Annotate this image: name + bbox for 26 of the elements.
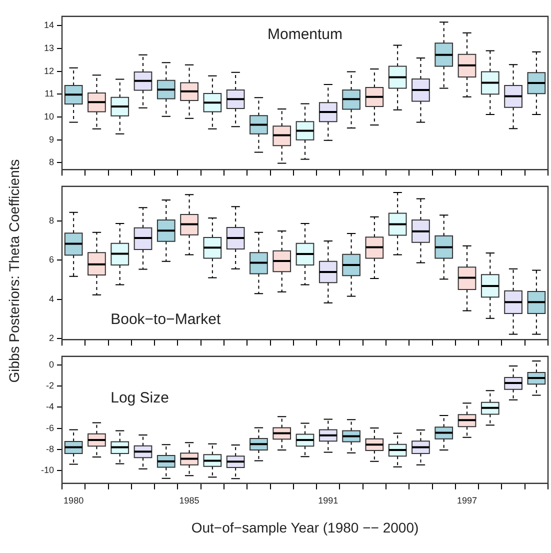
annotation: Book−to−Market — [110, 310, 222, 328]
x-tick-label: 1997 — [456, 495, 478, 506]
x-tick-label: 1985 — [179, 495, 200, 506]
y-tick-label: 11 — [44, 88, 54, 99]
y-tick-label: 2 — [48, 333, 54, 344]
y-tick-label: -4 — [46, 402, 54, 412]
y-tick-label: 6 — [48, 254, 54, 265]
x-tick-label: 1980 — [64, 495, 84, 506]
annotation: Log Size — [110, 389, 169, 406]
annotation: Momentum — [267, 26, 343, 43]
y-tick-label: 0 — [48, 359, 54, 370]
y-tick-label: -10 — [40, 465, 54, 476]
y-tick-label: 8 — [48, 215, 54, 226]
y-axis-title: Gibbs Posteriors: Theta Coefficients — [6, 158, 22, 385]
x-tick-label: 1991 — [318, 495, 338, 506]
y-tick-label: 4 — [48, 294, 54, 304]
x-axis-title: Out−of−sample Year (1980 −− 2000) — [191, 519, 419, 536]
y-tick-label: 13 — [44, 42, 54, 53]
y-tick-label: 10 — [44, 111, 54, 122]
y-tick-label: -6 — [46, 422, 54, 433]
y-tick-label: 12 — [44, 66, 54, 76]
y-tick-label: 8 — [48, 157, 54, 168]
y-tick-label: -2 — [46, 380, 54, 391]
y-tick-label: 14 — [44, 20, 54, 30]
y-tick-label: 9 — [48, 134, 54, 144]
y-tick-label: -8 — [46, 444, 54, 454]
